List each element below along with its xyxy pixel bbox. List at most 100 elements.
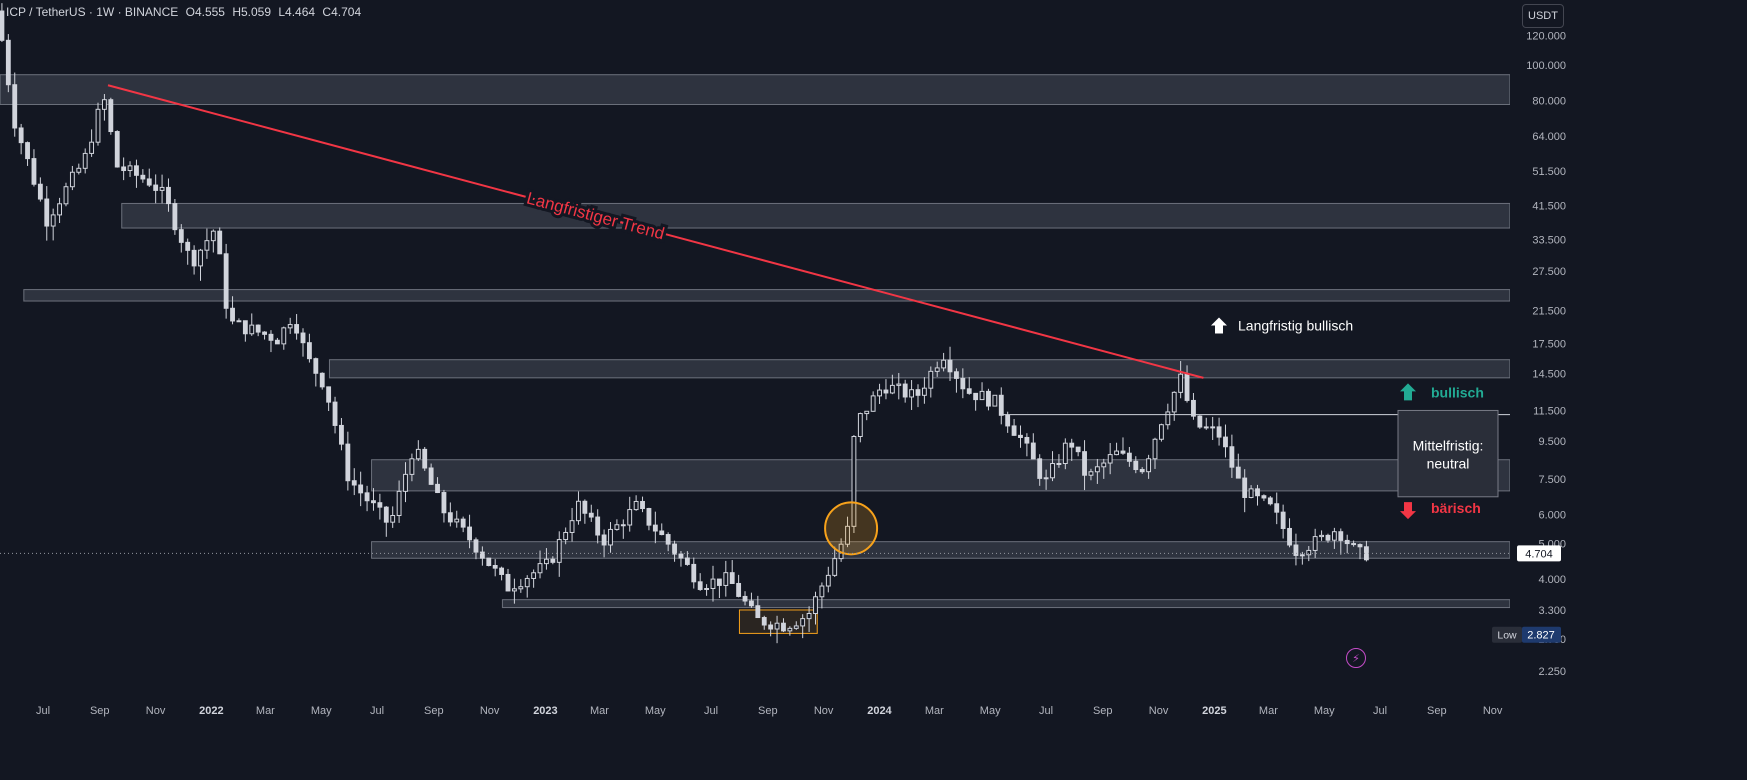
price-tick: 11.500 [1533,405,1566,417]
price-tick: 51.500 [1532,166,1566,178]
candle-body [1280,511,1286,529]
price-tick: 21.500 [1532,305,1566,317]
midterm-box[interactable] [1397,409,1499,498]
ohlc-close: C4.704 [322,5,362,19]
time-scale-panel[interactable] [0,696,1510,776]
candle-body [499,567,505,575]
symbol-header[interactable]: ICP / TetherUS · 1W · BINANCE O4.555 H5.… [6,5,365,19]
candle-body [185,241,191,251]
candle-body [864,410,870,415]
breakout-highlight-circle[interactable] [824,501,879,556]
candle-body [1165,411,1171,426]
candle-body [1235,466,1241,479]
candle-body [998,394,1004,416]
sr-zone[interactable] [328,359,1511,379]
time-tick: Nov [146,705,166,717]
sr-zone[interactable] [0,74,1511,106]
candle-body [1158,424,1164,440]
candle-body [326,386,332,403]
candle-body [793,625,799,629]
candle-body [755,605,761,619]
sr-zone[interactable] [23,289,1511,302]
candle-body [396,490,402,517]
candle-body [1363,546,1369,561]
candle-body [210,230,216,242]
bullish-label: bullisch [1431,384,1484,400]
sr-zone[interactable] [501,599,1511,609]
lightning-icon[interactable]: ⚡ [1346,648,1366,668]
symbol-name[interactable]: ICP / TetherUS · 1W · BINANCE [6,5,179,19]
candle-body [230,307,235,322]
candle-body [1146,458,1152,473]
sr-zone[interactable] [371,459,1511,492]
candle-body [941,359,947,369]
candle-body [1088,471,1094,476]
candle-body [774,622,780,630]
candle-body [390,515,396,523]
candle-body [992,394,998,407]
ohlc-open: O4.555 [185,5,225,19]
midterm-label-line2: neutral [1427,456,1470,472]
low-value-badge [1522,626,1561,643]
candle-body [127,165,133,172]
candle-body [95,108,101,143]
candle-body [787,627,793,632]
candle-body [82,152,88,169]
candle-body [1299,554,1305,557]
candle-body [1223,436,1228,448]
candle-body [672,543,677,555]
price-tick: 2.250 [1538,666,1566,678]
candle-body [749,600,754,607]
candle-body [1152,438,1158,460]
candle-body [166,186,171,205]
price-tick: 7.500 [1538,474,1566,486]
candle-body [422,448,428,469]
candle-body [435,483,440,494]
candle-body [614,524,620,530]
candle-body [524,577,530,588]
candle-body [1331,531,1337,541]
candle-body [1203,426,1209,429]
candle-body [1043,477,1049,480]
time-tick: Sep [1093,705,1113,717]
current-price-value: 4.704 [1525,548,1553,560]
candle-body [960,377,966,390]
sr-zone[interactable] [738,609,818,634]
candle-body [620,524,626,527]
candle-body [691,563,697,583]
currency-button[interactable]: USDT [1522,4,1564,28]
trendline[interactable] [107,84,1204,379]
price-scale-panel[interactable] [1510,0,1747,775]
time-tick: Sep [758,705,778,717]
candle-body [659,530,665,536]
sr-zone[interactable] [371,541,1511,559]
candle-body [18,127,24,144]
candle-body [371,500,376,504]
candle-body [12,84,18,129]
candle-body [1139,469,1145,473]
candle-body [1210,426,1216,429]
sr-zone[interactable] [121,202,1511,229]
candle-body [697,581,703,590]
candle-body [25,142,30,160]
candle-body [1216,426,1222,438]
time-tick: May [645,705,666,717]
candle-body [1351,543,1357,546]
candle-body [1261,495,1267,499]
candle-body [287,324,293,329]
price-tick: 64.000 [1532,131,1566,143]
candle-body [57,203,62,216]
arrow-down-icon [1400,502,1416,520]
candle-body [870,395,876,412]
time-tick: Jul [1039,705,1053,717]
candle-body [813,596,818,615]
candle-body [1255,488,1260,497]
candle-body [1178,373,1184,393]
candle-body [76,167,82,173]
candle-body [1062,442,1068,465]
candle-body [44,198,50,227]
candle-body [0,10,5,41]
candle-body [1133,460,1139,471]
